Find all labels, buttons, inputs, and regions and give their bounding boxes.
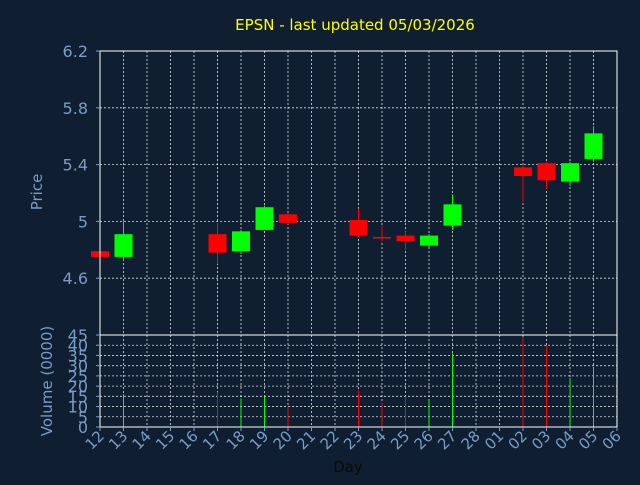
candle-body	[420, 235, 438, 246]
x-tick-label: 24	[364, 427, 390, 453]
price-tick-label: 5.4	[63, 156, 88, 175]
candle-body	[349, 219, 368, 236]
candle-body	[232, 231, 250, 252]
volume-tick-label: 5	[78, 408, 88, 427]
x-tick-label: 13	[105, 427, 131, 453]
x-tick-label: 02	[505, 427, 531, 453]
x-tick-label: 26	[411, 427, 437, 453]
x-tick-label: 21	[293, 427, 319, 453]
x-tick-label: 19	[246, 427, 272, 453]
x-tick-label: 01	[481, 427, 507, 453]
volume-tick-label: 30	[68, 357, 88, 376]
candle-body	[584, 133, 603, 159]
x-tick-label: 23	[340, 427, 366, 453]
x-tick-label: 28	[458, 427, 484, 453]
volume-tick-label: 10	[68, 398, 88, 417]
x-tick-label: 17	[199, 427, 225, 453]
marks-layer	[91, 126, 603, 427]
price-tick-label: 5.8	[63, 99, 88, 118]
volume-tick-label: 35	[68, 346, 88, 365]
x-tick-label: 03	[528, 427, 554, 453]
x-tick-label: 16	[176, 427, 202, 453]
price-axis-label: Price	[28, 174, 46, 211]
candle-body	[396, 235, 415, 242]
volume-tick-label: 45	[68, 326, 88, 345]
x-tick-label: 04	[552, 427, 578, 453]
x-tick-label: 18	[223, 427, 249, 453]
candle-body	[514, 167, 532, 176]
candle-body	[208, 234, 227, 253]
candle-body	[373, 237, 391, 239]
candle-body	[561, 163, 579, 182]
x-tick-label: 15	[152, 427, 178, 453]
price-tick-label: 4.6	[63, 269, 88, 288]
x-tick-label: 14	[129, 427, 155, 453]
x-tick-label: 27	[434, 427, 460, 453]
x-tick-label: 06	[599, 427, 625, 453]
volume-tick-label: 25	[68, 367, 88, 386]
chart-title: EPSN - last updated 05/03/2026	[235, 16, 475, 34]
x-tick-label: 20	[270, 427, 296, 453]
candle-body	[279, 214, 297, 223]
candle-body	[114, 234, 133, 257]
price-tick-label: 6.2	[63, 42, 88, 61]
grid-layer	[100, 51, 617, 427]
volume-tick-label: 20	[68, 377, 88, 396]
volume-tick-label: 40	[68, 336, 88, 355]
volume-axis-label: Volume (0000)	[38, 326, 56, 436]
x-tick-label: 25	[387, 427, 413, 453]
x-axis-label: Day	[333, 458, 363, 476]
candle-body	[537, 163, 556, 181]
candle-body	[255, 207, 274, 230]
volume-tick-label: 0	[78, 418, 88, 437]
x-tick-label: 22	[317, 427, 343, 453]
candle-body	[443, 204, 462, 226]
volume-tick-label: 15	[68, 387, 88, 406]
price-tick-label: 5	[78, 212, 88, 231]
x-tick-label: 05	[575, 427, 601, 453]
